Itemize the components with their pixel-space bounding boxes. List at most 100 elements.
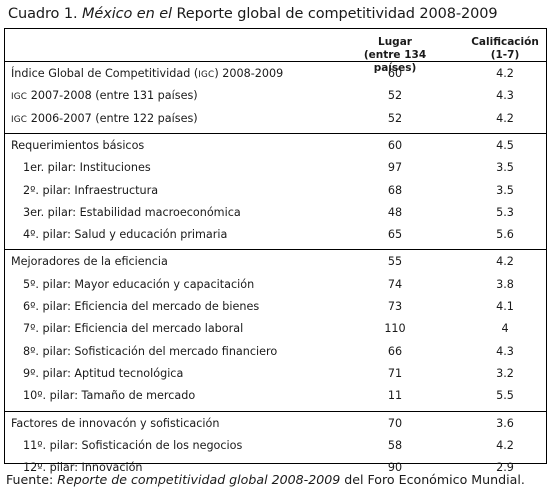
table-row: 7º. pilar: Eficiencia del mercado labora…	[5, 318, 546, 340]
group-divider	[5, 132, 546, 134]
row-label: 3er. pilar: Estabilidad macroeconómica	[23, 206, 241, 219]
row-rank: 74	[387, 277, 403, 291]
row-score: 5.3	[496, 205, 514, 219]
table-row: 12º. pilar: Innovación 90 2.9	[5, 457, 546, 479]
row-label-pre: 12º. pilar: Innovación	[23, 461, 143, 475]
table-row: Factores de innovacón y sofisticación 70 3…	[5, 413, 546, 435]
source-note: Fuente: Reporte de competitividad global…	[6, 472, 525, 487]
caption-prefix: Cuadro 1.	[8, 6, 82, 22]
row-label-pre: 1er. pilar: Instituciones	[23, 161, 151, 175]
row-label: Índice Global de Competitividad (IGC) 20…	[11, 67, 283, 80]
row-label-pre: 8º. pilar: Sofisticación del mercado fin…	[23, 344, 278, 358]
row-rank: 55	[387, 255, 403, 269]
table-row: 10º. pilar: Tamaño de mercado 11 5.5	[5, 385, 546, 407]
row-rank: 97	[387, 161, 403, 175]
competitiveness-table: Lugar (entre 134 países) Calificación (1…	[4, 28, 547, 474]
group-divider	[5, 249, 546, 251]
row-score: 4	[501, 322, 509, 336]
table-row: 2º. pilar: Infraestructura 68 3.5	[5, 180, 546, 202]
header-rank-line2: (entre 134 países)	[363, 49, 427, 74]
row-rank: 70	[387, 416, 403, 430]
row-rank: 65	[387, 228, 403, 242]
header-score: Calificación (1-7)	[465, 36, 545, 62]
row-label-pre: 3er. pilar: Estabilidad macroeconómica	[23, 205, 241, 219]
row-label: 4º. pilar: Salud y educación primaria	[23, 228, 227, 241]
row-label-pre: 6º. pilar: Eficiencia del mercado de bie…	[23, 300, 260, 313]
source-rest: del Foro Económico Mundial.	[340, 472, 525, 487]
row-score: 4.1	[496, 300, 514, 313]
table-row: 9º. pilar: Aptitud tecnológica 71 3.2	[5, 363, 546, 385]
group-divider	[5, 61, 546, 62]
row-label-sc: IGC	[11, 114, 28, 125]
header-score-line2: (1-7)	[490, 49, 520, 61]
row-label: 2º. pilar: Infraestructura	[23, 184, 158, 197]
row-score: 4.2	[496, 67, 514, 80]
row-label-pre: Índice Global de Competitividad (	[11, 67, 199, 80]
row-label-post: 2006-2007 (entre 122 países)	[27, 111, 198, 125]
row-score: 3.5	[496, 161, 514, 175]
row-rank: 71	[387, 366, 403, 380]
row-score: 4.2	[496, 438, 514, 452]
row-rank: 66	[387, 344, 403, 358]
header-score-line1: Calificación	[471, 36, 539, 48]
table-row: 1er. pilar: Instituciones 97 3.5	[5, 157, 546, 179]
row-label: Mejoradores de la eficiencia	[11, 255, 168, 268]
row-score: 3.8	[496, 277, 514, 291]
row-score: 4.2	[496, 111, 514, 125]
source-prefix: Fuente:	[6, 472, 58, 487]
row-label: 8º. pilar: Sofisticación del mercado fin…	[23, 345, 277, 358]
row-label-pre: 11º. pilar: Sofisticación de los negocio…	[23, 438, 243, 452]
row-label: 5º. pilar: Mayor educación y capacitació…	[23, 278, 254, 291]
row-label-pre: 9º. pilar: Aptitud tecnológica	[23, 366, 184, 380]
row-label-pre: Factores de innovacón y sofisticación	[11, 416, 220, 430]
row-label-post: 2007-2008 (entre 131 países)	[27, 89, 198, 103]
row-label-post: ) 2008-2009	[214, 67, 284, 80]
row-label: 11º. pilar: Sofisticación de los negocio…	[23, 439, 242, 452]
row-rank: 90	[387, 461, 403, 475]
row-score: 4.3	[496, 344, 514, 358]
row-label-pre: 5º. pilar: Mayor educación y capacitació…	[23, 277, 255, 291]
table-row: 3er. pilar: Estabilidad macroeconómica 48…	[5, 202, 546, 224]
header-rank-line1: Lugar	[378, 36, 412, 48]
row-label-sc: IGC	[11, 92, 28, 103]
row-label: 1er. pilar: Instituciones	[23, 161, 151, 174]
row-label: 7º. pilar: Eficiencia del mercado labora…	[23, 322, 243, 335]
table-row: 5º. pilar: Mayor educación y capacitació…	[5, 274, 546, 296]
row-label: IGC 2007-2008 (entre 131 países)	[11, 89, 198, 102]
row-rank: 11	[387, 389, 403, 403]
table-row: Requerimientos básicos 60 4.5	[5, 135, 546, 157]
caption-rest: Reporte global de competitividad 2008-20…	[171, 6, 498, 22]
row-label: 9º. pilar: Aptitud tecnológica	[23, 367, 183, 380]
row-label: Requerimientos básicos	[11, 139, 144, 152]
row-rank: 110	[384, 322, 406, 336]
table-row: 4º. pilar: Salud y educación primaria 65 5…	[5, 224, 546, 246]
row-label-pre: 7º. pilar: Eficiencia del mercado labora…	[23, 322, 244, 336]
header-rank: Lugar (entre 134 países)	[341, 36, 449, 75]
table-row: 11º. pilar: Sofisticación de los negocio…	[5, 435, 546, 457]
row-rank: 58	[387, 438, 403, 452]
row-rank: 52	[387, 111, 403, 125]
table-row: Mejoradores de la eficiencia 55 4.2	[5, 251, 546, 273]
row-score: 4.2	[496, 255, 514, 269]
row-rank: 60	[387, 138, 403, 152]
row-rank: 73	[387, 300, 403, 313]
row-label-pre: 2º. pilar: Infraestructura	[23, 183, 159, 197]
row-label-pre: 10º. pilar: Tamaño de mercado	[23, 389, 196, 403]
table-row: IGC 2006-2007 (entre 122 países) 52 4.2	[5, 108, 546, 130]
row-score: 2.9	[496, 461, 514, 475]
table-row: 8º. pilar: Sofisticación del mercado fin…	[5, 341, 546, 363]
source-italic: Reporte de competitividad global 2008-20…	[57, 472, 341, 487]
row-label-pre: 4º. pilar: Salud y educación primaria	[23, 228, 228, 242]
table-row: IGC 2007-2008 (entre 131 países) 52 4.3	[5, 85, 546, 107]
row-label: 6º. pilar: Eficiencia del mercado de bie…	[23, 300, 259, 313]
row-label-pre: Requerimientos básicos	[11, 138, 145, 152]
row-score: 3.6	[496, 416, 514, 430]
table-caption: Cuadro 1. México en el Reporte global de…	[8, 6, 498, 22]
caption-italic: México en el	[81, 6, 172, 22]
group-divider	[5, 410, 546, 412]
row-label: IGC 2006-2007 (entre 122 países)	[11, 112, 198, 125]
row-score: 4.3	[496, 89, 514, 103]
row-label-sc: IGC	[198, 70, 215, 80]
row-label-pre: Mejoradores de la eficiencia	[11, 255, 168, 269]
row-rank: 60	[387, 67, 403, 80]
